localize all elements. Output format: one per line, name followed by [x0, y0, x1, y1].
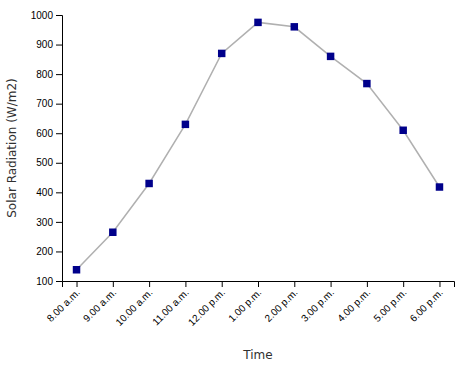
y-axis-title: Solar Radiation (W/m2) [5, 78, 19, 218]
x-tick: 2.00 p.m. [262, 281, 299, 324]
y-tick: 500 [36, 157, 62, 168]
x-tick-label: 9.00 a.m. [81, 287, 118, 324]
x-tick: 3.00 p.m. [299, 281, 336, 324]
y-tick: 900 [36, 39, 62, 50]
x-tick-label: 2.00 p.m. [262, 287, 299, 324]
x-tick-mark [331, 281, 332, 287]
x-tick-mark [294, 281, 295, 287]
marker [291, 23, 298, 30]
y-tick-label: 100 [36, 276, 53, 287]
x-tick: 9.00 a.m. [81, 281, 118, 324]
y-tick: 1000 [31, 10, 62, 21]
x-tick-label: 6.00 p.m. [408, 287, 445, 324]
marker [254, 19, 261, 26]
series [73, 19, 443, 274]
x-tick-label: 8.00 a.m. [45, 287, 82, 324]
x-axis: 8.00 a.m.9.00 a.m.10.00 a.m.11.00 a.m.12… [45, 281, 455, 328]
y-tick-mark [56, 163, 62, 164]
y-tick-label: 200 [36, 246, 53, 257]
y-tick-label: 1000 [31, 10, 54, 21]
x-tick: 8.00 a.m. [45, 281, 82, 324]
marker [436, 183, 443, 190]
x-tick-label: 4.00 p.m. [335, 287, 372, 324]
y-tick-label: 800 [36, 69, 53, 80]
y-tick-mark [56, 133, 62, 134]
x-tick-mark [77, 281, 78, 287]
marker [182, 121, 189, 128]
marker [327, 53, 334, 60]
marker [73, 266, 80, 273]
x-tick-mark [258, 281, 259, 287]
marker [109, 228, 116, 235]
y-tick: 100 [36, 276, 62, 287]
x-tick-mark [403, 281, 404, 287]
marker [363, 80, 370, 87]
y-tick-mark [56, 45, 62, 46]
x-tick: 5.00 p.m. [371, 281, 408, 324]
x-tick-label: 10.00 a.m. [113, 287, 154, 328]
x-axis-line [63, 282, 455, 288]
x-tick: 6.00 p.m. [408, 281, 445, 324]
plot: 8.00 a.m.9.00 a.m.10.00 a.m.11.00 a.m.12… [5, 10, 455, 362]
y-tick-mark [56, 222, 62, 223]
x-tick-mark [367, 281, 368, 287]
y-tick: 600 [36, 128, 62, 139]
y-tick: 800 [36, 69, 62, 80]
y-tick-label: 700 [36, 98, 53, 109]
x-tick: 11.00 a.m. [150, 281, 191, 327]
x-tick-mark [149, 281, 150, 287]
y-tick: 400 [36, 187, 62, 198]
y-tick-mark [56, 192, 62, 193]
y-axis: 100 200 300 400 500 600 700 800 900 1000 [31, 10, 63, 287]
x-tick: 1.00 p.m. [226, 281, 263, 324]
x-tick-label: 12.00 p.m. [186, 287, 227, 328]
x-tick-label: 3.00 p.m. [299, 287, 336, 324]
x-tick-label: 1.00 p.m. [226, 287, 263, 324]
y-axis-line [56, 16, 63, 282]
y-tick-mark [56, 104, 62, 105]
y-tick-label: 900 [36, 39, 53, 50]
y-tick: 200 [36, 246, 62, 257]
y-tick-label: 300 [36, 217, 53, 228]
x-tick: 10.00 a.m. [113, 281, 154, 328]
x-tick-mark [185, 281, 186, 287]
marker [145, 180, 152, 187]
y-tick-label: 400 [36, 187, 53, 198]
marker [218, 50, 225, 57]
y-tick-mark [56, 74, 62, 75]
x-axis-title: Time [242, 348, 272, 362]
y-tick-label: 500 [36, 157, 53, 168]
y-tick-label: 600 [36, 128, 53, 139]
chart: 8.00 a.m.9.00 a.m.10.00 a.m.11.00 a.m.12… [0, 0, 474, 366]
x-tick: 4.00 p.m. [335, 281, 372, 324]
x-tick-label: 5.00 p.m. [371, 287, 408, 324]
y-tick-mark [56, 281, 62, 282]
x-tick: 12.00 p.m. [186, 281, 227, 328]
y-tick-mark [56, 15, 62, 16]
x-tick-mark [222, 281, 223, 287]
x-tick-mark [113, 281, 114, 287]
y-tick: 300 [36, 217, 62, 228]
x-tick-mark [439, 281, 440, 287]
line [77, 22, 440, 269]
marker [399, 127, 406, 134]
x-tick-label: 11.00 a.m. [150, 287, 191, 328]
y-tick: 700 [36, 98, 62, 109]
y-tick-mark [56, 251, 62, 252]
